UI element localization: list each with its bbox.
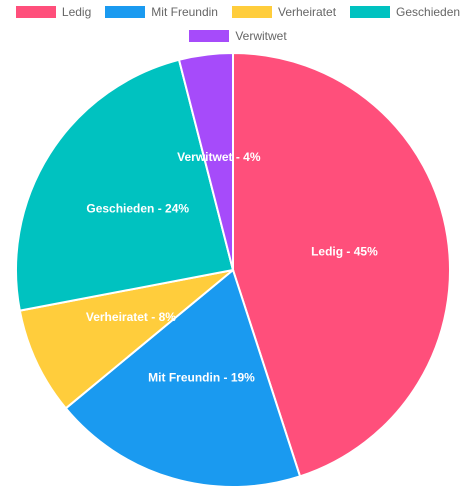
legend-swatch <box>105 6 146 18</box>
pie-slice[interactable] <box>64 268 302 488</box>
legend-swatch <box>189 30 230 42</box>
slice-label: Mit Freundin - 19% <box>148 371 255 385</box>
legend-label: Mit Freundin <box>151 5 218 19</box>
legend-swatch <box>15 6 56 18</box>
pie-slice[interactable] <box>18 269 234 410</box>
legend-item[interactable]: Mit Freundin <box>105 5 218 19</box>
legend-swatch <box>231 6 272 18</box>
pie-slice[interactable] <box>232 51 451 478</box>
legend-item[interactable]: Geschieden <box>350 5 460 19</box>
pie-slice[interactable] <box>177 51 234 271</box>
chart-legend: Ledig Mit Freundin Verheiratet Geschieden Ve… <box>0 5 476 43</box>
legend-label: Verheiratet <box>277 5 337 19</box>
pie-slice[interactable] <box>15 58 235 312</box>
slice-label: Verheiratet - 8% <box>86 310 176 324</box>
slice-label: Geschieden - 24% <box>86 202 189 216</box>
slice-label: Ledig - 45% <box>311 245 378 259</box>
legend-label: Ledig <box>61 5 92 19</box>
legend-label: Verwitwet <box>235 29 287 43</box>
legend-label: Geschieden <box>396 5 461 19</box>
slice-label: Verwitwet - 4% <box>177 150 261 164</box>
legend-item[interactable]: Verwitwet <box>189 29 287 43</box>
legend-item[interactable]: Ledig <box>15 5 92 19</box>
legend-item[interactable]: Verheiratet <box>231 5 337 19</box>
legend-swatch <box>350 6 391 18</box>
